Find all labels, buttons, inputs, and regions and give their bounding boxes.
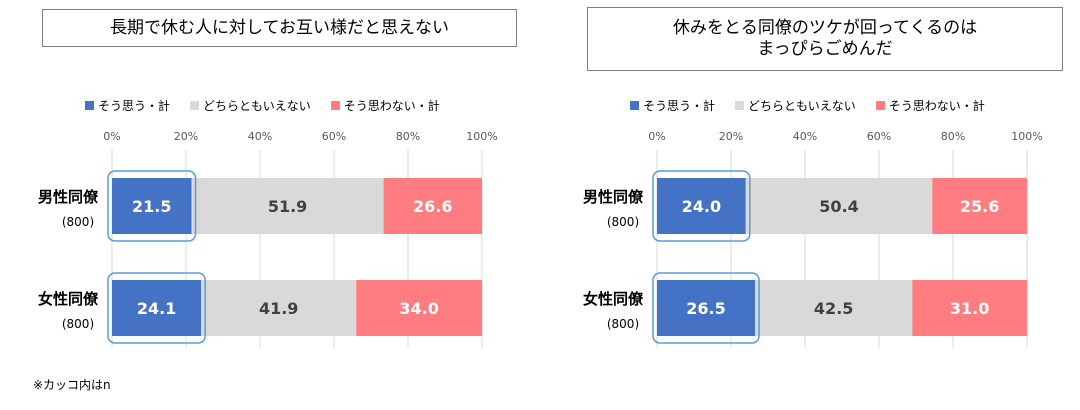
highlight-frame [652, 272, 760, 344]
data-label: 24.1 [137, 299, 176, 318]
chart-title: 休みをとる同僚のツケが回ってくるのは まっぴらごめんだ [587, 7, 1063, 71]
legend-swatch-neutral [735, 101, 745, 110]
legend-item-agree: そう思う・計 [85, 97, 170, 114]
stacked-bar-chart: 0% 20% 40% 60% 80% 100% 21.5 51.9 26.6 男性同僚 (800) 2… [38, 130, 498, 348]
legend-item-neutral: どちらともいえない [735, 97, 856, 114]
bar-segment-agree [112, 280, 202, 336]
legend-item-neutral: どちらともいえない [190, 97, 311, 114]
legend-label: どちらともいえない [203, 99, 311, 113]
legend-item-disagree: そう思わない・計 [875, 97, 985, 114]
legend-label: そう思わない・計 [888, 99, 985, 113]
legend: そう思う・計 どちらともいえない そう思わない・計 [85, 97, 460, 114]
data-label: 25.6 [960, 197, 999, 216]
bar-segment-neutral [755, 280, 913, 336]
category-note: (800) [607, 317, 639, 331]
legend-swatch-agree [630, 101, 639, 110]
data-label: 26.6 [413, 197, 452, 216]
bar-segment-agree [657, 178, 746, 234]
data-label: 42.5 [814, 299, 853, 318]
bar-segment-neutral [191, 178, 384, 234]
legend: そう思う・計 どちらともいえない そう思わない・計 [630, 97, 1005, 114]
category-note: (800) [62, 215, 94, 229]
highlight-frame [107, 170, 197, 242]
x-tick-label: 60% [867, 130, 891, 143]
data-label: 31.0 [950, 299, 989, 318]
data-label: 21.5 [132, 197, 171, 216]
x-tick-label: 20% [719, 130, 743, 143]
bar-segment-disagree [932, 178, 1027, 234]
bar-segment-disagree [356, 280, 482, 336]
legend-swatch-disagree [875, 101, 885, 110]
category-label: 女性同僚 [38, 290, 99, 308]
data-label: 50.4 [819, 197, 858, 216]
bar-segment-neutral [745, 178, 933, 234]
legend-item-disagree: そう思わない・計 [330, 97, 440, 114]
chart-panel-left: 長期で休む人に対してお互い様だと思えない そう思う・計 どちらともいえない そう… [0, 0, 520, 380]
legend-label: そう思わない・計 [343, 99, 440, 113]
x-tick-label: 80% [396, 130, 420, 143]
data-label: 34.0 [399, 299, 438, 318]
legend-swatch-neutral [190, 101, 200, 110]
chart-panel-right: 休みをとる同僚のツケが回ってくるのは まっぴらごめんだ そう思う・計 どちらとも… [545, 0, 1065, 380]
chart-title: 長期で休む人に対してお互い様だと思えない [42, 9, 517, 47]
data-label: 26.5 [686, 299, 725, 318]
category-label: 女性同僚 [583, 290, 644, 308]
legend-label: そう思う・計 [98, 99, 171, 113]
x-tick-label: 0% [648, 130, 665, 143]
legend-label: どちらともいえない [748, 99, 856, 113]
x-tick-label: 100% [466, 130, 497, 143]
x-tick-label: 100% [1011, 130, 1042, 143]
data-label: 41.9 [259, 299, 298, 318]
legend-swatch-agree [85, 101, 94, 110]
stacked-bar-chart: 0% 20% 40% 60% 80% 100% 24.0 50.4 25.6 男性同僚 (800) 2… [583, 130, 1043, 348]
bar-segment-disagree [383, 178, 482, 234]
legend-label: そう思う・計 [643, 99, 716, 113]
category-note: (800) [607, 215, 639, 229]
data-label: 24.0 [682, 197, 721, 216]
highlight-frame [107, 272, 206, 344]
x-tick-label: 20% [174, 130, 198, 143]
highlight-frame [652, 170, 751, 242]
category-note: (800) [62, 317, 94, 331]
footnote: ※カッコ内はn [33, 378, 111, 392]
category-label: 男性同僚 [38, 188, 99, 206]
category-label: 男性同僚 [583, 188, 644, 206]
x-tick-label: 60% [322, 130, 346, 143]
bar-segment-agree [112, 178, 192, 234]
x-tick-label: 80% [941, 130, 965, 143]
x-tick-label: 0% [103, 130, 120, 143]
legend-item-agree: そう思う・計 [630, 97, 715, 114]
bar-segment-neutral [201, 280, 357, 336]
x-tick-label: 40% [248, 130, 272, 143]
x-tick-label: 40% [793, 130, 817, 143]
data-label: 51.9 [268, 197, 307, 216]
bar-segment-disagree [912, 280, 1027, 336]
bar-segment-agree [657, 280, 756, 336]
legend-swatch-disagree [330, 101, 340, 110]
